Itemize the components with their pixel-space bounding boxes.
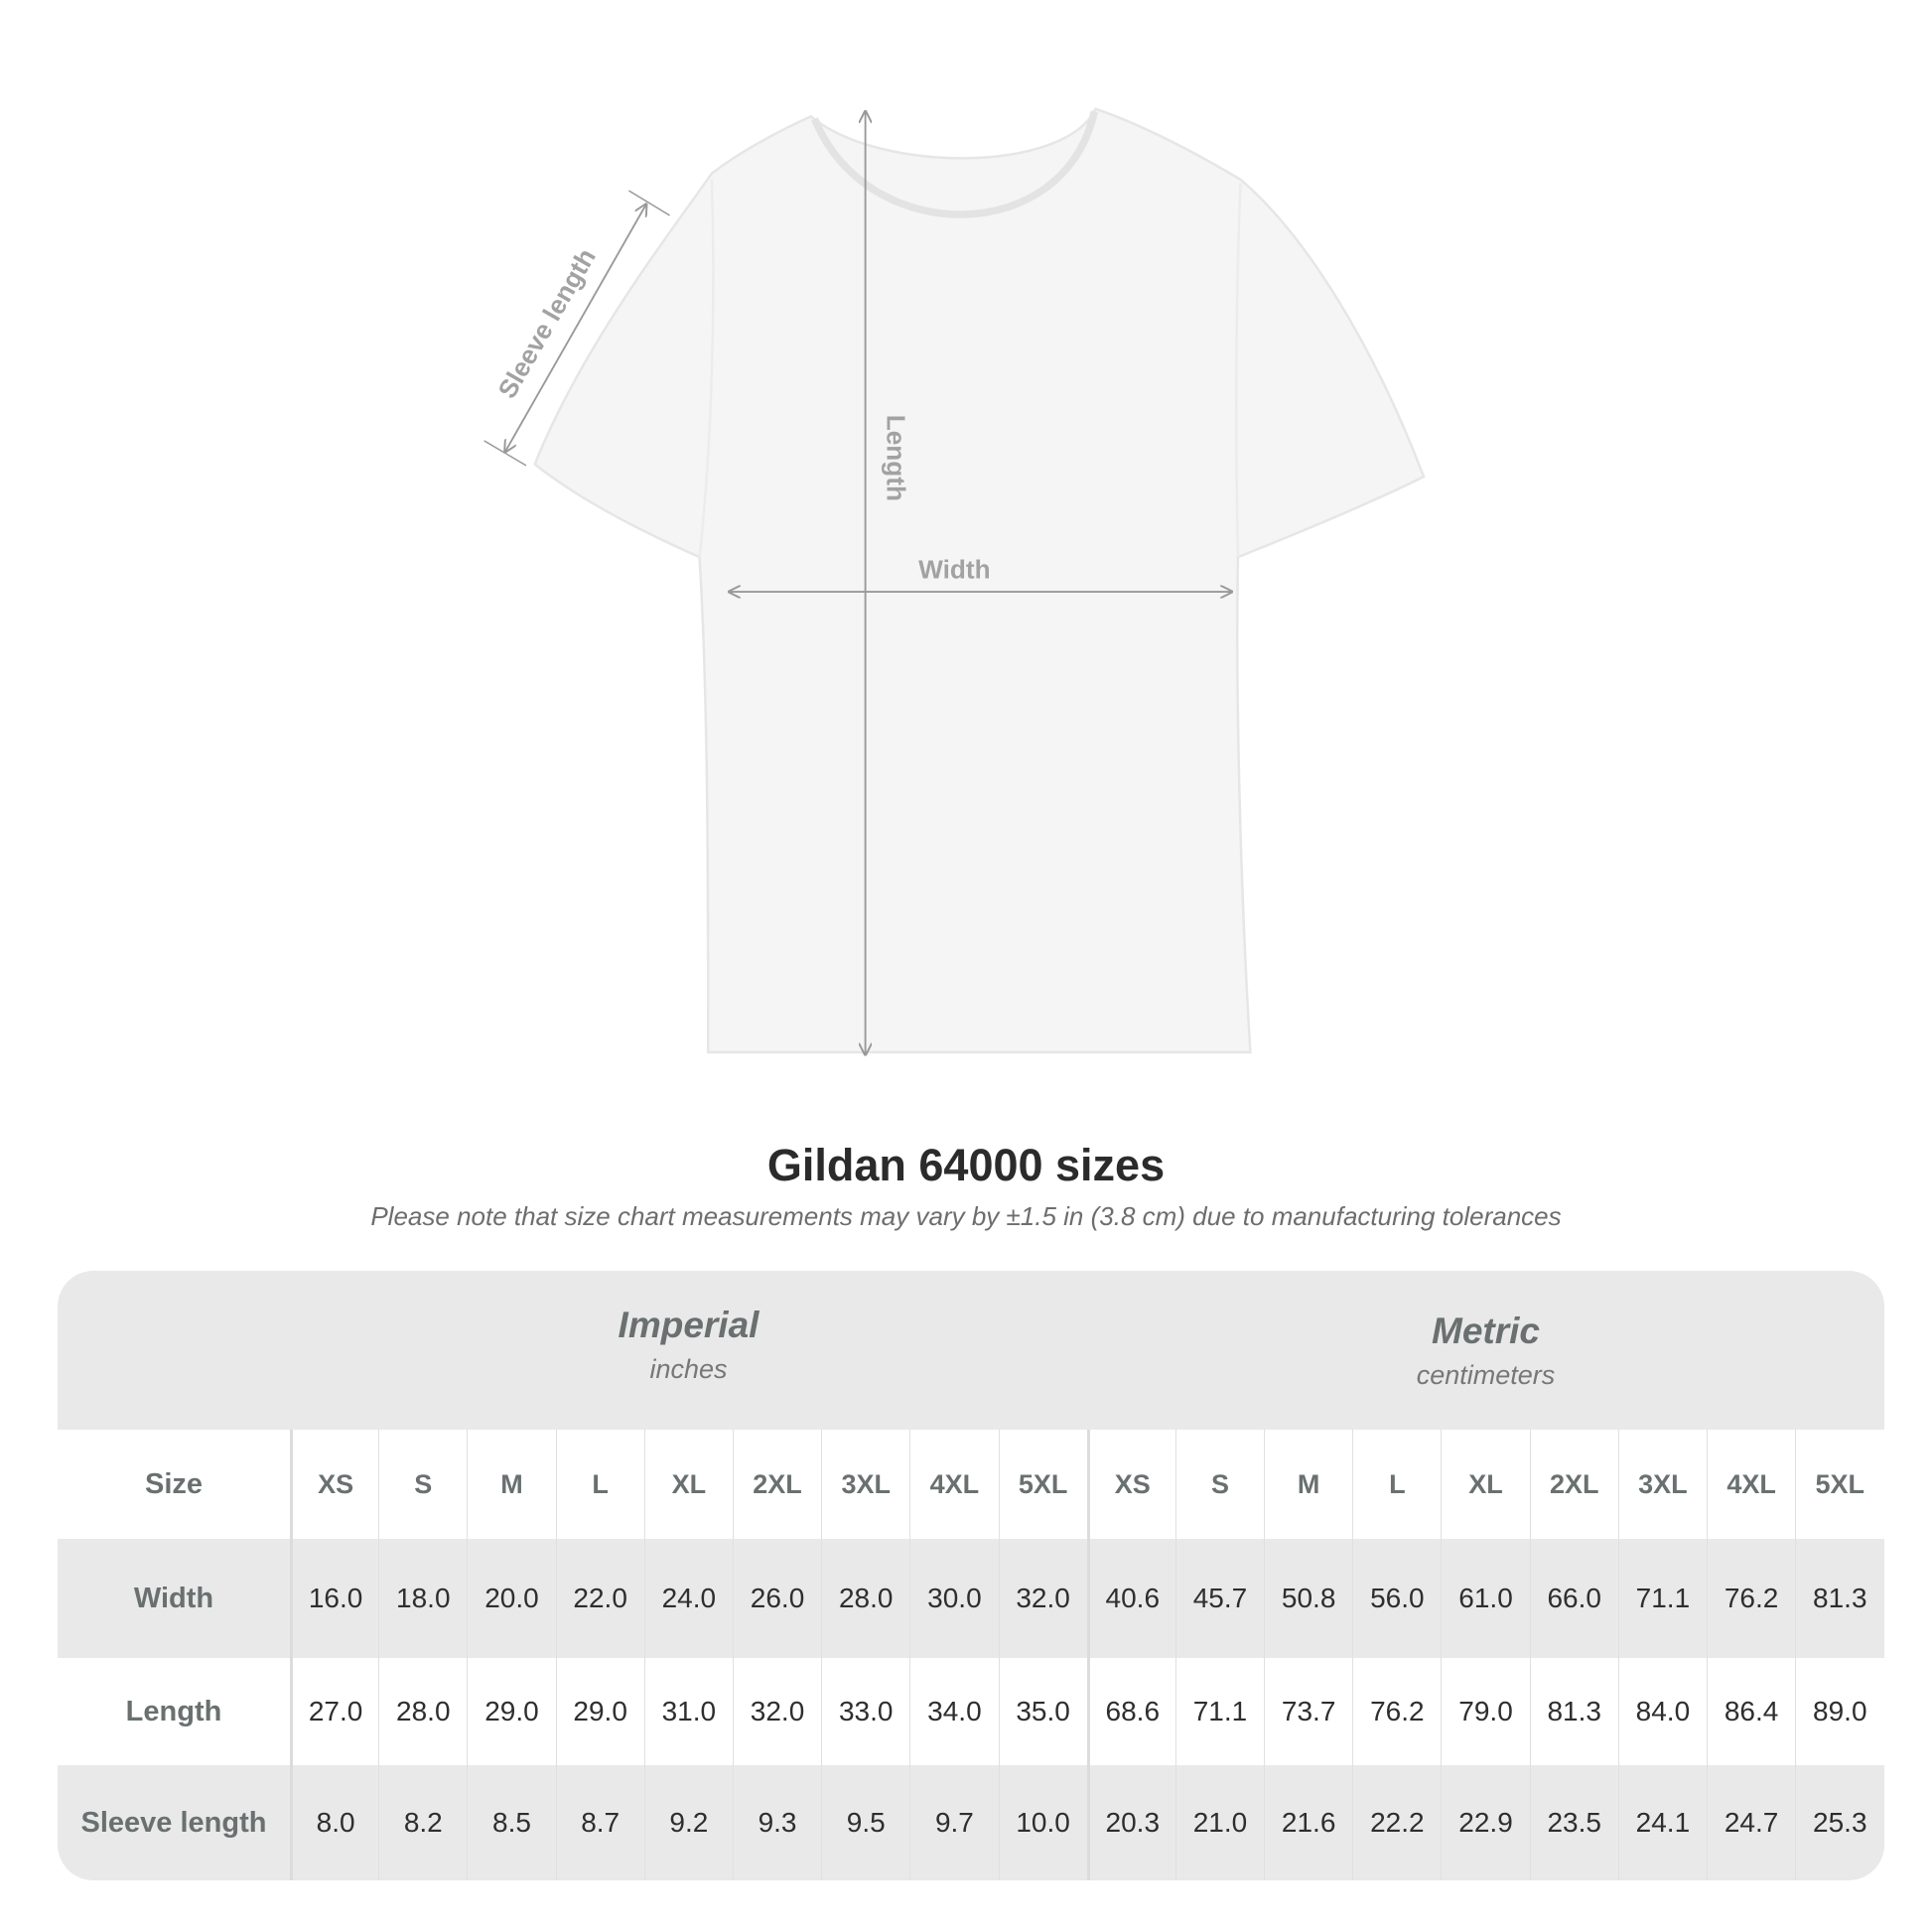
unit-header: Imperial inches Metric centimeters	[58, 1271, 1884, 1430]
metric-group: Metric centimeters	[1087, 1311, 1884, 1391]
table-cell: 8.5	[467, 1765, 555, 1880]
table-cell: 86.4	[1707, 1658, 1795, 1765]
table-cell: 23.5	[1529, 1765, 1618, 1880]
row-label: Size	[144, 1467, 204, 1500]
table-cell: 66.0	[1529, 1539, 1618, 1658]
size-header-cell: M	[1264, 1430, 1352, 1539]
size-header-cell: M	[467, 1430, 555, 1539]
table-cell: 9.3	[732, 1765, 821, 1880]
tolerance-note: Please note that size chart measurements…	[370, 1201, 1562, 1231]
size-table: Imperial inches Metric centimeters Size X…	[58, 1271, 1884, 1880]
table-cell: 50.8	[1264, 1539, 1352, 1658]
table-cell: 22.2	[1352, 1765, 1441, 1880]
size-header-cell: XS	[1086, 1430, 1175, 1539]
sleeve-arrow	[505, 205, 646, 452]
size-header-cell: 2XL	[732, 1430, 821, 1539]
table-cell: 81.3	[1529, 1658, 1618, 1765]
size-header-cell: L	[555, 1430, 644, 1539]
table-row: Width 16.0 18.0 20.0 22.0 24.0 26.0 28.0 30.0 32.…	[58, 1539, 1884, 1658]
table-cell: 24.7	[1707, 1765, 1795, 1880]
table-cell: 24.1	[1617, 1765, 1707, 1880]
row-label: Sleeve length	[80, 1806, 267, 1839]
table-cell: 16.0	[290, 1539, 378, 1658]
table-cell: 79.0	[1441, 1658, 1529, 1765]
table-cell: 20.3	[1086, 1765, 1175, 1880]
table-cell: 29.0	[555, 1658, 644, 1765]
table-cell: 28.0	[378, 1658, 467, 1765]
table-cell: 40.6	[1086, 1539, 1175, 1658]
length-label: Length	[881, 415, 910, 501]
table-cell: 9.2	[643, 1765, 733, 1880]
table-row: Sleeve length 8.0 8.2 8.5 8.7 9.2 9.3 9.5 9.7 10.…	[58, 1765, 1884, 1880]
table-cell: 8.2	[378, 1765, 467, 1880]
table-cell: 68.6	[1086, 1658, 1175, 1765]
size-header-cell: L	[1352, 1430, 1441, 1539]
size-header-cell: 5XL	[1795, 1430, 1883, 1539]
table-cell: 18.0	[378, 1539, 467, 1658]
table-cell: 71.1	[1174, 1658, 1264, 1765]
table-cell: 24.0	[643, 1539, 733, 1658]
imperial-title: Imperial	[618, 1305, 759, 1345]
metric-unit: centimeters	[1416, 1360, 1556, 1390]
table-cell: 32.0	[998, 1539, 1087, 1658]
table-cell: 21.6	[1264, 1765, 1352, 1880]
table-cell: 56.0	[1352, 1539, 1441, 1658]
table-cell: 45.7	[1174, 1539, 1264, 1658]
size-header-cell: 3XL	[821, 1430, 909, 1539]
size-header-cell: 5XL	[998, 1430, 1087, 1539]
size-header-cell: XS	[290, 1430, 378, 1539]
size-header-cell: S	[378, 1430, 467, 1539]
size-header-cell: 4XL	[1707, 1430, 1795, 1539]
table-cell: 21.0	[1174, 1765, 1264, 1880]
size-header-cell: XL	[643, 1430, 733, 1539]
table-cell: 31.0	[643, 1658, 733, 1765]
table-cell: 34.0	[909, 1658, 998, 1765]
size-header-cell: 2XL	[1529, 1430, 1618, 1539]
table-cell: 76.2	[1707, 1539, 1795, 1658]
table-cell: 76.2	[1352, 1658, 1441, 1765]
table-cell: 71.1	[1617, 1539, 1707, 1658]
table-cell: 61.0	[1441, 1539, 1529, 1658]
table-cell: 32.0	[732, 1658, 821, 1765]
row-label: Length	[125, 1695, 222, 1727]
table-cell: 9.7	[909, 1765, 998, 1880]
table-cell: 25.3	[1795, 1765, 1883, 1880]
table-cell: 8.7	[555, 1765, 644, 1880]
table-cell: 22.0	[555, 1539, 644, 1658]
table-cell: 81.3	[1795, 1539, 1883, 1658]
table-cell: 20.0	[467, 1539, 555, 1658]
width-label: Width	[918, 554, 990, 584]
table-cell: 84.0	[1617, 1658, 1707, 1765]
row-label: Width	[133, 1582, 214, 1614]
table-cell: 10.0	[998, 1765, 1087, 1880]
size-header-cell: XL	[1441, 1430, 1529, 1539]
size-header-row: Size XS S M L XL 2XL 3XL 4XL 5XL XS S M L XL 2XL 3XL 4XL 5…	[58, 1430, 1884, 1539]
table-cell: 73.7	[1264, 1658, 1352, 1765]
table-cell: 35.0	[998, 1658, 1087, 1765]
metric-title: Metric	[1432, 1311, 1540, 1351]
table-cell: 30.0	[909, 1539, 998, 1658]
page-title: Gildan 64000 sizes	[766, 1140, 1166, 1190]
size-header-cell: 3XL	[1617, 1430, 1707, 1539]
size-header-cell: 4XL	[909, 1430, 998, 1539]
table-cell: 89.0	[1795, 1658, 1883, 1765]
table-cell: 9.5	[821, 1765, 909, 1880]
table-cell: 26.0	[732, 1539, 821, 1658]
table-row: Length 27.0 28.0 29.0 29.0 31.0 32.0 33.0 34.0 35…	[58, 1658, 1884, 1765]
table-cell: 29.0	[467, 1658, 555, 1765]
imperial-unit: inches	[649, 1354, 728, 1384]
table-cell: 33.0	[821, 1658, 909, 1765]
table-cell: 8.0	[290, 1765, 378, 1880]
imperial-group: Imperial inches	[290, 1305, 1087, 1385]
table-cell: 27.0	[290, 1658, 378, 1765]
size-header-cell: S	[1174, 1430, 1264, 1539]
table-cell: 28.0	[821, 1539, 909, 1658]
table-cell: 22.9	[1441, 1765, 1529, 1880]
